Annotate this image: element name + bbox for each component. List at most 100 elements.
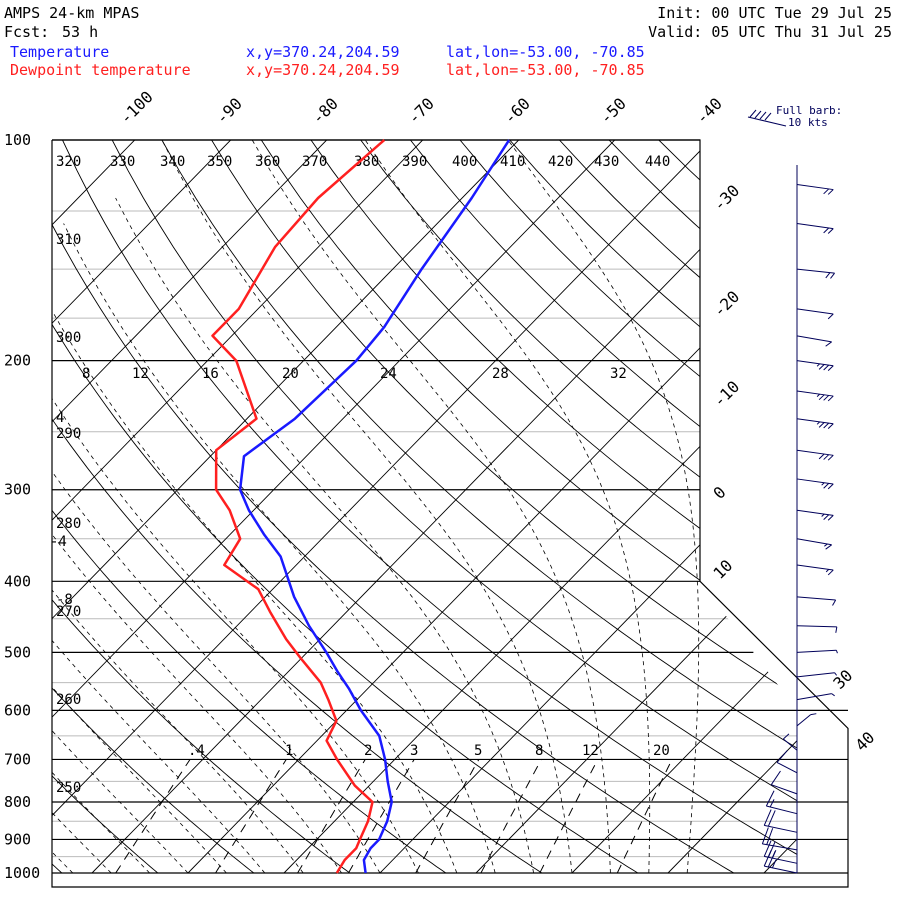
moist-adiabat <box>52 360 342 874</box>
wind-barb-flag <box>827 228 834 234</box>
isotherm-label: -80 <box>308 94 342 128</box>
theta-label: 270 <box>56 604 81 620</box>
wind-barb <box>796 478 834 490</box>
theta-label: 280 <box>56 516 81 532</box>
theta-label: 390 <box>402 154 427 170</box>
wind-barb-half <box>835 650 838 654</box>
wind-barb-flag <box>763 809 772 826</box>
wind-barb-flag <box>827 514 834 521</box>
wind-barb-flag <box>818 394 825 401</box>
wind-barb-half <box>816 363 821 367</box>
wind-barb-flag <box>823 422 830 429</box>
isotherm-label: -50 <box>596 94 630 128</box>
dry-adiabat <box>52 140 351 874</box>
wind-barb-flag <box>818 453 825 460</box>
theta-label: 420 <box>548 154 573 170</box>
theta-e-label: 12 <box>132 366 149 382</box>
wind-barb-staff <box>796 308 834 315</box>
plot-frame <box>51 139 849 888</box>
dry-adiabat <box>52 140 543 874</box>
wind-barb-flag <box>818 422 825 428</box>
mixing-ratio-label: 2 <box>364 743 372 759</box>
barb-legend-flag <box>759 111 767 120</box>
wind-barb <box>770 770 798 795</box>
isotherm-label: -40 <box>692 94 726 128</box>
init-time: Init: 00 UTC Tue 29 Jul 25 <box>657 4 892 22</box>
wind-barb-staff <box>764 855 798 864</box>
wind-barb-staff <box>796 449 834 456</box>
pressure-tick-label: 1000 <box>4 864 40 882</box>
theta-label: 360 <box>255 154 280 170</box>
pressure-tick-label: 100 <box>4 131 31 149</box>
dry-adiabat <box>52 140 639 874</box>
wind-barb-staff <box>766 805 798 815</box>
moist-adiabat <box>63 223 496 874</box>
moist-adiabat <box>52 444 189 874</box>
wind-barb-flag <box>776 750 788 763</box>
barb-legend-value: 10 kts <box>788 116 828 129</box>
wind-barb <box>796 268 835 279</box>
wind-barb <box>782 733 798 751</box>
isotherm-label: 30 <box>829 666 856 693</box>
isotherm-label: -30 <box>709 181 743 215</box>
dry-adiabat <box>310 140 797 874</box>
wind-barb-flag <box>827 313 834 320</box>
theta-label: 300 <box>56 330 81 346</box>
valid-time: Valid: 05 UTC Thu 31 Jul 25 <box>648 23 892 41</box>
isotherm <box>475 140 797 874</box>
mixing-ratio-line <box>115 759 191 874</box>
wind-barb-flag <box>825 341 832 347</box>
theta-label: 430 <box>594 154 619 170</box>
isotherm <box>763 140 797 874</box>
pressure-tick-label: 200 <box>4 352 31 370</box>
isotherm <box>283 140 797 874</box>
theta-label: 250 <box>56 780 81 796</box>
dewpoint-trace <box>211 139 386 874</box>
moist-adiabat <box>251 140 611 874</box>
dry-adiabat <box>509 140 797 874</box>
wind-barb-flag <box>823 395 830 401</box>
forecast-hours: 53 h <box>62 23 99 41</box>
dry-adiabat <box>608 140 797 874</box>
isotherm-label: -20 <box>709 287 743 321</box>
wind-barb-flag <box>823 483 830 489</box>
barb-legend-title: Full barb: <box>776 104 842 117</box>
isotherm <box>667 140 797 874</box>
dry-adiabat <box>708 140 797 874</box>
legend-temperature-latlon: lat,lon=-53.00, -70.85 <box>446 43 645 61</box>
wind-barb-flag <box>835 626 838 633</box>
dry-adiabat <box>52 140 735 874</box>
wind-barb-flag <box>761 827 769 845</box>
theta-label: 320 <box>56 154 81 170</box>
wind-barb <box>796 183 834 195</box>
isotherm-label: -90 <box>212 94 246 128</box>
wind-barb-flag <box>765 790 775 807</box>
moist-adiabat <box>115 197 534 874</box>
wind-barb <box>796 596 837 606</box>
dry-adiabat <box>62 140 797 874</box>
mixing-ratio-line <box>616 759 673 874</box>
mixing-ratio-label: 3 <box>410 743 418 759</box>
temperature-trace <box>238 139 511 874</box>
wind-barb <box>796 564 834 576</box>
wind-barb <box>796 360 834 371</box>
wind-barb-half <box>771 859 777 869</box>
wind-barb-flag <box>827 483 834 490</box>
theta-label: 410 <box>500 154 525 170</box>
wind-barb-flag <box>825 272 831 279</box>
grid-layer <box>52 140 797 874</box>
wind-barb-flag <box>770 770 781 785</box>
isotherm <box>52 140 615 874</box>
dry-adiabat <box>161 140 797 874</box>
wind-barb-half <box>821 482 825 486</box>
wind-barb-flag <box>827 423 834 430</box>
wind-barb <box>796 649 838 654</box>
isotherm-label: -70 <box>404 94 438 128</box>
barb-legend-flag <box>764 112 772 121</box>
wind-barb-flag <box>827 365 834 371</box>
isotherm <box>52 140 711 874</box>
wind-barb <box>796 509 834 521</box>
dry-adiabat <box>459 140 797 874</box>
wind-barb-flag <box>823 364 830 371</box>
